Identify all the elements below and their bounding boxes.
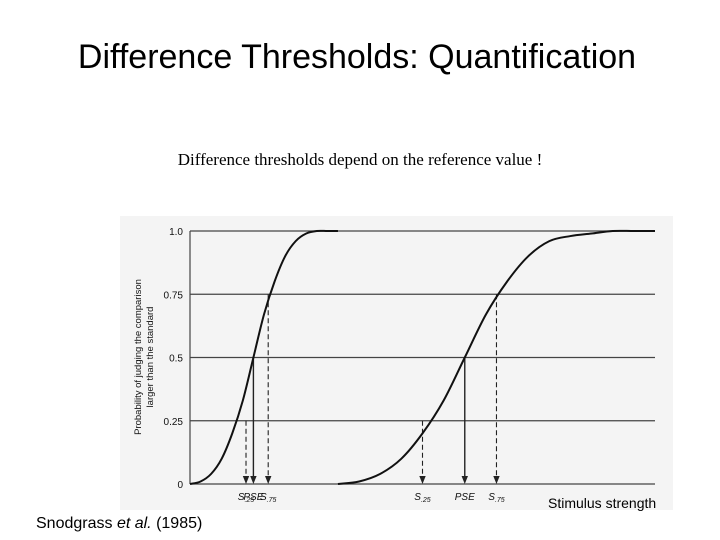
s75-guide-1-arrowhead [265,476,272,484]
y-axis-label: Probability of judging the comparisonlar… [133,279,156,435]
y-tick-label: 0.75 [164,290,184,301]
threshold-guides [242,294,500,484]
curve-layer [189,229,655,485]
s75-guide-2-arrowhead [493,476,500,484]
citation-author: Snodgrass [36,515,117,532]
y-tick-label: 0.25 [164,417,184,428]
y-tick-label: 0.5 [169,354,183,365]
slide-subtitle: Difference thresholds depend on the refe… [177,150,543,169]
x-axis-label: Stimulus strength [548,495,657,511]
psychometric-curve-2 [337,229,655,485]
citation: Snodgrass et al. (1985) [36,515,202,533]
slide-title: Difference Thresholds: Quantification [77,38,637,76]
chart-background [120,216,673,510]
x-tick-label: PSE [243,492,263,503]
citation-year: (1985) [151,515,203,532]
s25-guide-1-arrowhead [242,476,250,484]
x-tick-label: PSE [455,492,475,503]
y-tick-label: 0 [177,480,183,491]
pse-arrow-1-arrowhead [250,476,257,484]
s25-guide-2-arrowhead [419,476,426,484]
y-tick-label: 1.0 [169,227,183,238]
psychometric-curve-1 [189,229,338,485]
pse-arrow-2-arrowhead [461,476,468,484]
y-tick-labels: 0 0.25 0.5 0.75 1.0 [164,227,184,491]
citation-etal: et al. [116,515,152,532]
